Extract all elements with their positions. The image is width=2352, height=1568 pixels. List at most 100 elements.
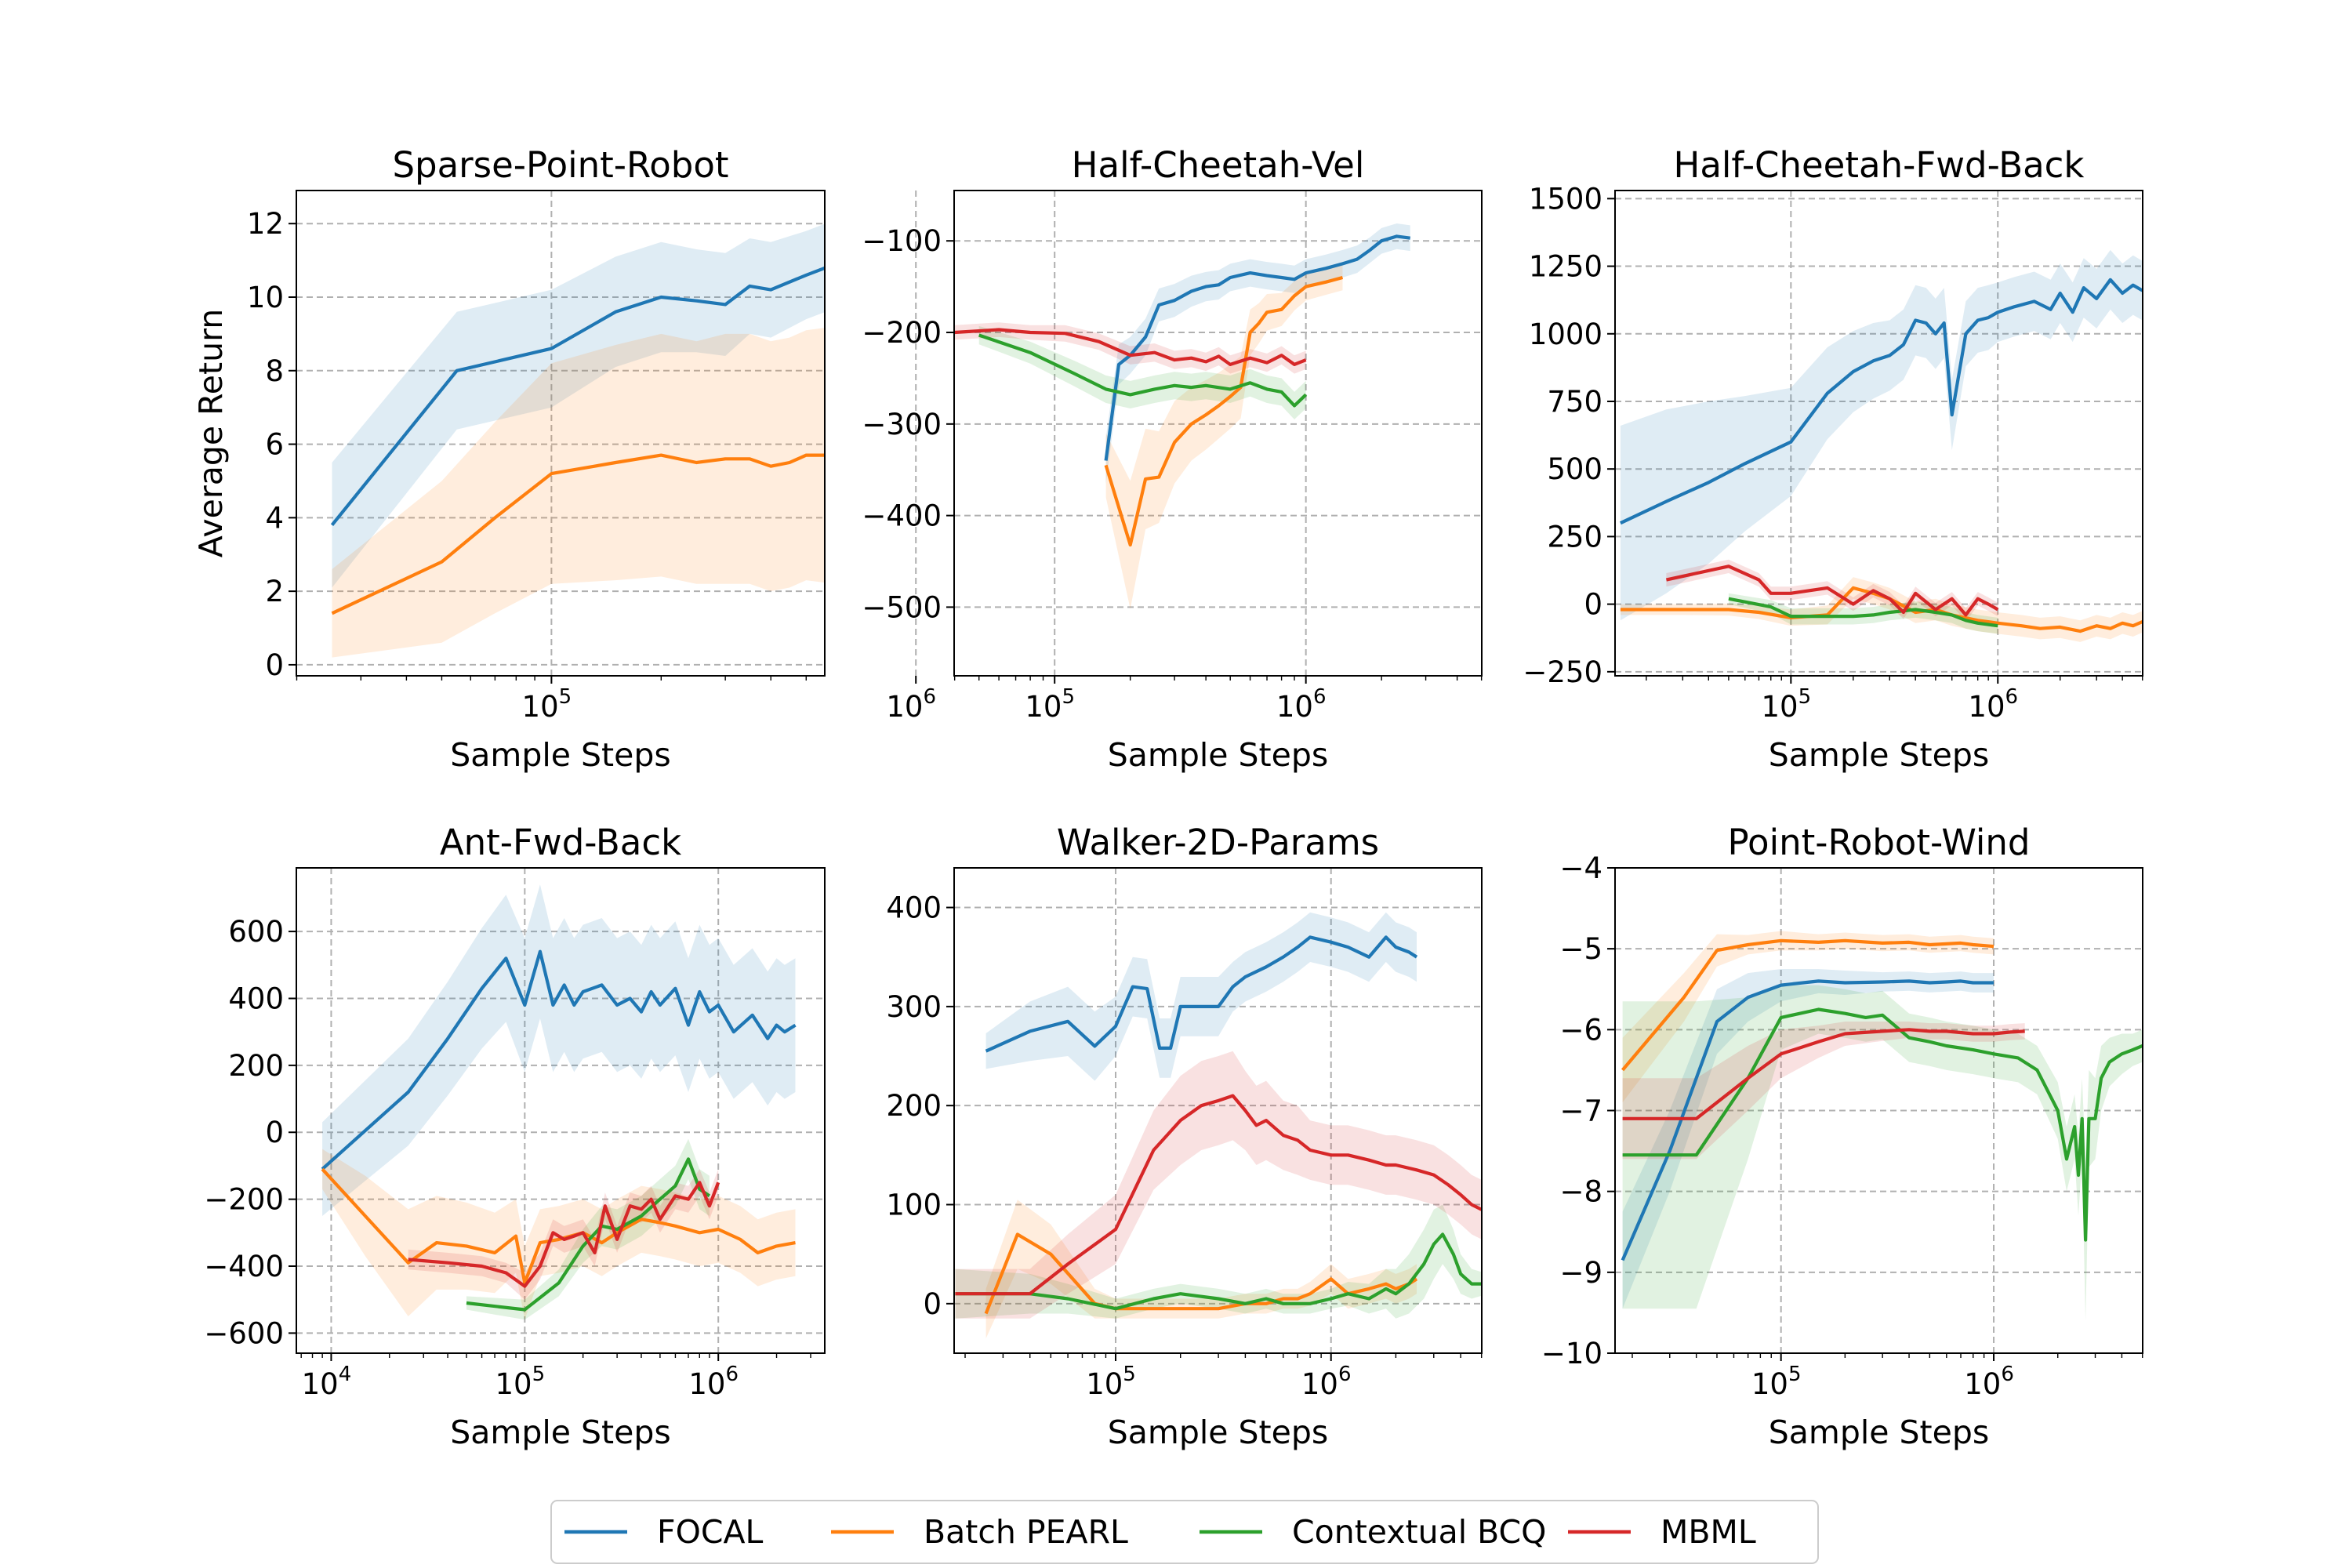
x-tick-label: 105 [1086, 1363, 1136, 1401]
x-tick-label: 106 [1276, 685, 1327, 724]
band-contextual-bcq [1728, 593, 1998, 634]
subplot-title: Walker-2D-Params [1057, 822, 1379, 863]
y-tick-label: −6 [1559, 1013, 1602, 1047]
y-tick-label: 250 [1547, 520, 1602, 554]
series-mbml [954, 328, 1307, 366]
series-focal [1621, 979, 1994, 1261]
series-focal [321, 949, 797, 1171]
y-tick-label: −5 [1559, 932, 1602, 966]
subplot-3: −250 0 250 500 750 1000 1250 1500 105 106 Half-Che… [1523, 144, 2143, 774]
grid [954, 191, 1482, 676]
y-tick-label: 600 [228, 915, 284, 949]
band-focal [1622, 969, 1994, 1309]
y-axis-label: Average Return [192, 309, 230, 557]
legend-label-2: Batch PEARL [924, 1513, 1128, 1551]
y-tick-label: 750 [1547, 385, 1602, 419]
band-contextual-bcq [955, 1204, 1482, 1319]
band-batch-pearl [1622, 931, 1994, 1103]
legend-label-4: MBML [1661, 1513, 1756, 1551]
y-tick-label: −200 [862, 316, 942, 350]
y-tick-label: 0 [1584, 588, 1602, 622]
series-focal [985, 935, 1418, 1053]
series-contextual-bcq [978, 333, 1308, 408]
y-tick-label: −10 [1541, 1337, 1602, 1370]
y-tick-label: 400 [886, 891, 942, 925]
y-tick-label: 2 [265, 575, 284, 608]
band-mbml [954, 322, 1306, 374]
band-focal [1620, 249, 2143, 621]
legend-label-3: Contextual BCQ [1292, 1513, 1546, 1551]
y-tick-label: −7 [1559, 1094, 1602, 1128]
x-axis-label: Sample Steps [450, 1414, 670, 1451]
plot-area [954, 223, 1410, 609]
series-mbml [1665, 564, 1999, 617]
y-tick-label: −4 [1559, 851, 1602, 885]
band-focal [1105, 223, 1410, 484]
subplot-6: −10 −9 −8 −7 −6 −5 −4 105 106 Point-Robot-Wind Sam… [1541, 822, 2143, 1451]
axes-frame [296, 190, 826, 677]
y-tick-label: 1000 [1529, 318, 1602, 351]
band-batch-pearl [332, 328, 825, 658]
subplot-4: −600 −400 −200 0 200 400 600 104 105 106 Ant-Fwd-B… [204, 822, 826, 1451]
y-tick-label: −500 [862, 590, 942, 624]
legend-label-1: FOCAL [657, 1513, 764, 1551]
series-mbml [955, 1094, 1482, 1296]
subplot-title: Half-Cheetah-Vel [1072, 144, 1365, 186]
x-axis-label: Sample Steps [1108, 736, 1328, 774]
grid [296, 868, 825, 1353]
series-batch-pearl [331, 453, 825, 615]
band-mbml [1622, 1022, 2025, 1160]
y-tick-label: 200 [228, 1049, 284, 1083]
y-tick-label: 0 [265, 1116, 284, 1149]
y-tick-label: 6 [265, 428, 284, 462]
x-axis-label: Sample Steps [1108, 1414, 1328, 1451]
subplot-2: −500 −400 −300 −200 −100 105 106 Half-Cheetah-V… [862, 144, 1483, 774]
y-tick-label: −250 [1523, 655, 1602, 689]
y-tick-label: 100 [886, 1189, 942, 1222]
band-contextual-bcq [978, 325, 1306, 419]
y-tick-label: −400 [204, 1250, 284, 1283]
grid [1615, 191, 2143, 676]
series-mbml [408, 1181, 720, 1288]
plot-area [321, 884, 797, 1320]
axes-frame [1614, 190, 2143, 677]
x-tick-label: 104 [302, 1363, 352, 1401]
y-tick-label: 8 [265, 354, 284, 388]
x-tick-label: 105 [1751, 1363, 1802, 1401]
band-focal [322, 884, 796, 1216]
x-tick-label: 105 [1762, 685, 1812, 724]
subplot-title: Ant-Fwd-Back [440, 822, 681, 863]
x-tick-label: 106 [886, 685, 936, 724]
y-tick-label: 300 [886, 990, 942, 1024]
x-tick-label: 106 [688, 1363, 739, 1401]
y-tick-label: −200 [204, 1183, 284, 1217]
x-tick-label: 105 [1025, 685, 1075, 724]
plot-area [955, 912, 1482, 1339]
y-tick-label: 200 [886, 1089, 942, 1123]
series-contextual-bcq [1728, 597, 1998, 628]
x-axis-label: Sample Steps [1769, 736, 1989, 774]
subplot-title: Half-Cheetah-Fwd-Back [1674, 144, 2085, 186]
series-batch-pearl [1621, 938, 1994, 1072]
axes-frame [953, 190, 1483, 677]
grid [954, 868, 1482, 1353]
y-tick-label: 10 [247, 281, 284, 314]
y-tick-label: 400 [228, 982, 284, 1015]
plot-area [1621, 931, 2143, 1321]
subplot-1: 0 2 4 6 8 10 12 105 106 Sparse-Point-Robot Sample … [192, 144, 936, 774]
series-contextual-bcq [466, 1157, 711, 1312]
series-focal [330, 266, 825, 527]
x-tick-label: 106 [1968, 685, 2018, 724]
y-tick-label: 500 [1547, 452, 1602, 486]
band-focal [985, 912, 1417, 1081]
y-tick-label: −9 [1559, 1256, 1602, 1290]
band-contextual-bcq [466, 1138, 710, 1320]
x-tick-label: 105 [522, 685, 572, 724]
axes-frame [296, 867, 826, 1354]
series-contextual-bcq [1622, 1007, 2143, 1242]
plot-area [330, 223, 825, 658]
y-tick-label: 4 [265, 501, 284, 535]
legend-frame [550, 1500, 1819, 1564]
subplot-title: Sparse-Point-Robot [392, 144, 728, 186]
